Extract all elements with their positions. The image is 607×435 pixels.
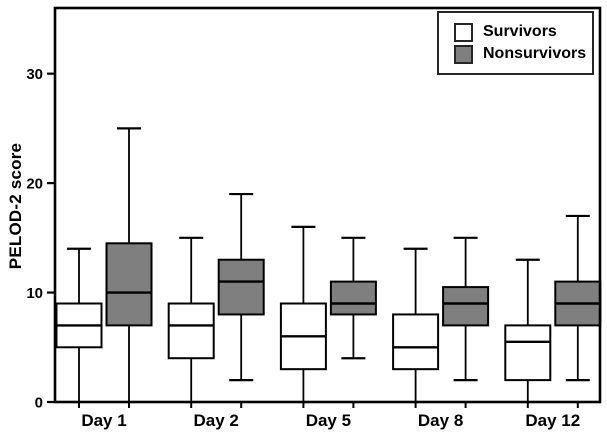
- legend-label-survivors: Survivors: [483, 23, 557, 40]
- box-nonsurvivors-day-1: [105, 242, 153, 327]
- x-category-label-day-2: Day 2: [194, 411, 239, 430]
- survivors-swatch-icon: [454, 22, 473, 42]
- y-tick-label-0: 0: [35, 395, 43, 412]
- y-axis-title: PELOD-2 score: [6, 142, 25, 270]
- box-nonsurvivors-day-8: [442, 286, 490, 327]
- x-category-label-day-5: Day 5: [306, 411, 351, 430]
- legend-entry-survivors: Survivors: [454, 22, 592, 42]
- box-survivors-day-12: [504, 324, 552, 382]
- plot-frame: [53, 6, 602, 404]
- x-category-label-day-12: Day 12: [525, 411, 580, 430]
- y-tick-label-30: 30: [26, 66, 43, 83]
- legend-entry-nonsurvivors: Nonsurvivors: [454, 44, 592, 64]
- box-survivors-day-2: [167, 302, 215, 360]
- box-nonsurvivors-day-5: [329, 280, 377, 316]
- box-nonsurvivors-day-2: [217, 258, 265, 316]
- legend-label-nonsurvivors: Nonsurvivors: [483, 45, 587, 62]
- x-category-label-day-8: Day 8: [418, 411, 463, 430]
- legend: Survivors Nonsurvivors: [437, 11, 594, 75]
- y-tick-label-10: 10: [26, 285, 43, 302]
- x-category-label-day-1: Day 1: [81, 411, 126, 430]
- nonsurvivors-swatch-icon: [454, 44, 473, 64]
- box-survivors-day-8: [392, 313, 440, 371]
- y-tick-label-20: 20: [26, 176, 43, 193]
